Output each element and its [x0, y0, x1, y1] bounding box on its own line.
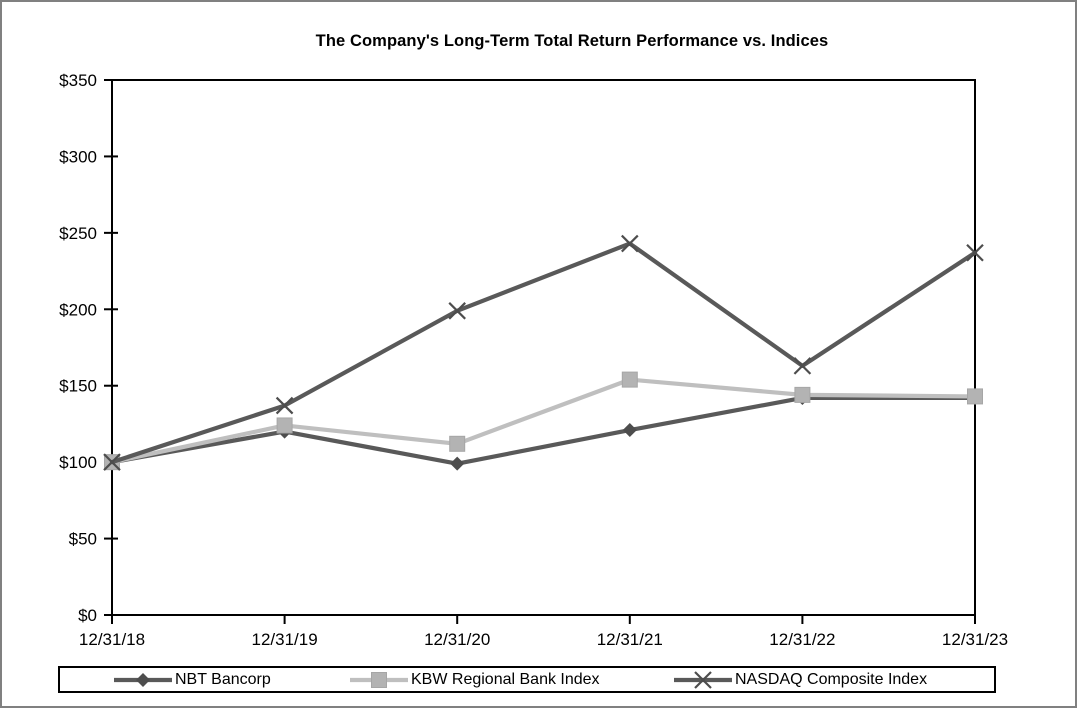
- svg-text:12/31/23: 12/31/23: [942, 630, 1008, 649]
- legend-entry-nasdaq-composite-index: NASDAQ Composite Index: [672, 668, 927, 691]
- svg-text:12/31/19: 12/31/19: [252, 630, 318, 649]
- svg-text:12/31/22: 12/31/22: [769, 630, 835, 649]
- chart-title: The Company's Long-Term Total Return Per…: [315, 32, 829, 50]
- svg-text:$0: $0: [78, 606, 97, 625]
- kbw-index-line-square-icon: [350, 671, 408, 688]
- svg-text:12/31/18: 12/31/18: [79, 630, 145, 649]
- svg-text:$50: $50: [69, 530, 97, 549]
- legend: NBT Bancorp KBW Regional Bank Index NASD…: [58, 666, 996, 693]
- svg-text:$250: $250: [59, 224, 97, 243]
- svg-text:12/31/20: 12/31/20: [424, 630, 490, 649]
- svg-text:$300: $300: [59, 147, 97, 166]
- svg-text:$350: $350: [59, 71, 97, 90]
- nbt-bancorp-line-diamond-icon: [114, 672, 172, 687]
- nasdaq-index-line-x-icon: [674, 670, 732, 689]
- legend-label-nasdaq-composite-index: NASDAQ Composite Index: [735, 670, 928, 688]
- legend-label-kbw-regional-bank-index: KBW Regional Bank Index: [411, 670, 600, 688]
- svg-text:$200: $200: [59, 300, 97, 319]
- svg-text:12/31/21: 12/31/21: [597, 630, 663, 649]
- legend-label-nbt-bancorp: NBT Bancorp: [175, 670, 271, 688]
- svg-text:$150: $150: [59, 377, 97, 396]
- legend-entry-kbw-regional-bank-index: KBW Regional Bank Index: [348, 668, 600, 691]
- legend-entry-nbt-bancorp: NBT Bancorp: [112, 668, 271, 691]
- svg-text:$100: $100: [59, 453, 97, 472]
